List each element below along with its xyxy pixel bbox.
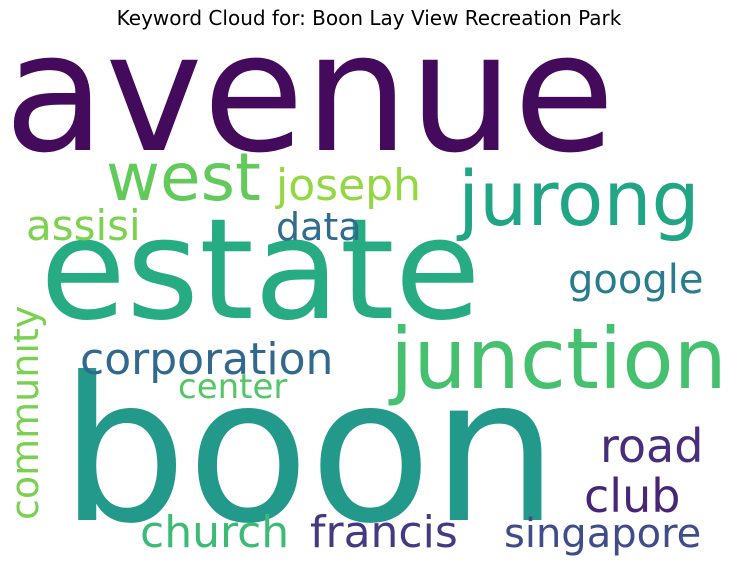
- word-estate: estate: [40, 189, 481, 352]
- page-title: Keyword Cloud for: Boon Lay View Recreat…: [116, 6, 622, 30]
- word-jurong: jurong: [456, 154, 700, 243]
- word-club: club: [584, 469, 680, 523]
- word-junction: junction: [388, 310, 724, 408]
- word-boon: boon: [60, 335, 558, 568]
- word-corporation: corporation: [80, 334, 333, 385]
- word-google: google: [568, 257, 703, 303]
- word-avenue: avenue: [14, 36, 615, 189]
- word-singapore: singapore: [504, 511, 701, 557]
- word-center: center: [178, 367, 287, 407]
- word-road: road: [600, 419, 703, 473]
- word-west: west: [106, 139, 261, 216]
- word-francis: francis: [310, 507, 458, 558]
- word-community: community: [14, 306, 47, 520]
- word-data: data: [276, 205, 362, 249]
- word-cloud: avenue estate boon junction jurong west joseph…: [14, 36, 724, 576]
- word-church: church: [140, 507, 289, 558]
- word-joseph: joseph: [275, 160, 421, 211]
- word-assisi: assisi: [26, 201, 141, 250]
